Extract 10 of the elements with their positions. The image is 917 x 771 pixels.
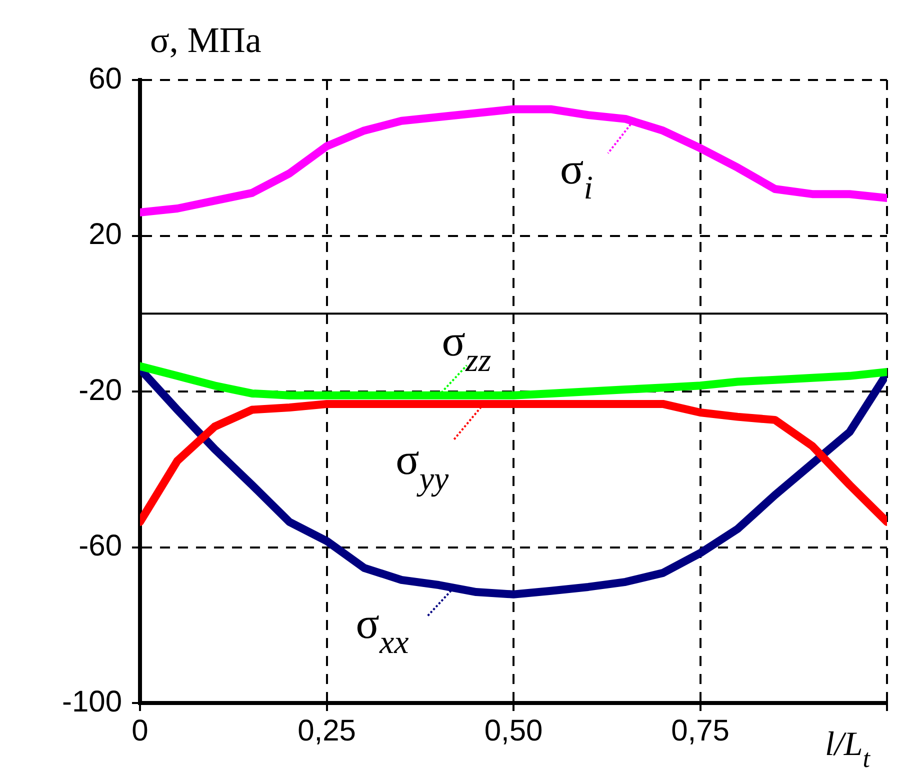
x-tick-label: 0,25 — [298, 714, 356, 748]
x-tick-label: 0 — [132, 714, 148, 748]
y-tick-label: -100 — [62, 685, 122, 718]
x-tick-label: 0,75 — [671, 714, 730, 748]
y-tick-label: 20 — [88, 218, 122, 252]
x-tick-label: 0,50 — [484, 714, 543, 748]
y-axis-title: σ, МПа — [150, 20, 262, 60]
y-tick-label: -20 — [78, 374, 122, 407]
y-tick-label: 60 — [88, 62, 122, 96]
y-tick-label: -60 — [78, 530, 122, 563]
